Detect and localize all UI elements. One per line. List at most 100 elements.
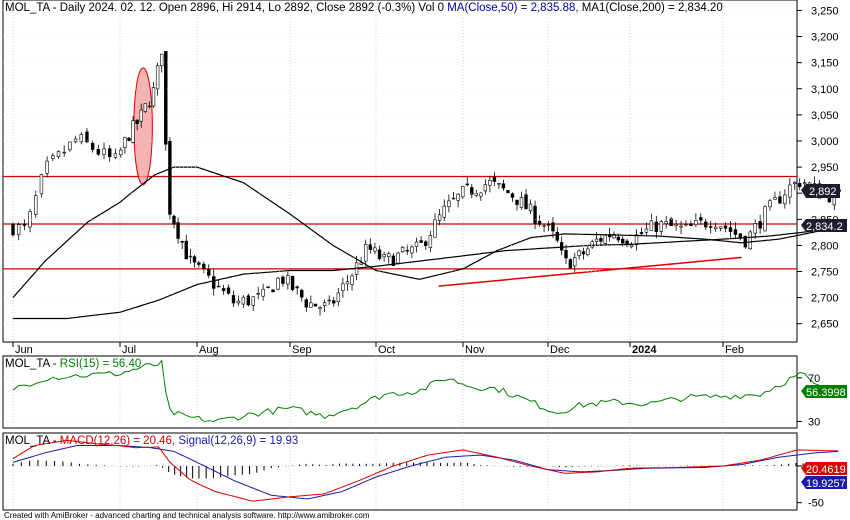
- candle: [22, 224, 27, 226]
- footer-credit: Created with AmiBroker - advanced charti…: [4, 511, 370, 520]
- candle: [123, 137, 127, 148]
- candle: [492, 177, 497, 182]
- candle: [207, 269, 211, 276]
- candle: [501, 183, 506, 189]
- month-label: Dec: [550, 344, 570, 356]
- macd-panel: [2, 432, 798, 511]
- candle: [113, 153, 118, 158]
- candle: [479, 192, 483, 197]
- candle: [164, 51, 168, 145]
- candle: [783, 194, 787, 205]
- candle: [644, 228, 649, 233]
- candle: [266, 286, 270, 288]
- price-tick-label: 2,750: [811, 267, 839, 279]
- candle: [39, 174, 44, 195]
- candle: [135, 119, 139, 124]
- candle: [286, 275, 290, 285]
- candle: [639, 232, 644, 235]
- candle: [699, 217, 703, 221]
- month-label: Aug: [199, 344, 219, 356]
- candle: [309, 302, 313, 308]
- candle: [612, 233, 616, 239]
- signal-text: Signal(12,26,9) = 19.93: [178, 435, 298, 447]
- candle: [345, 281, 350, 285]
- candle: [318, 307, 322, 310]
- month-label: Oct: [378, 344, 395, 356]
- candle: [382, 254, 386, 258]
- candle: [184, 240, 188, 260]
- candle: [332, 300, 336, 304]
- candle: [256, 292, 260, 295]
- candle: [231, 295, 236, 304]
- candle: [793, 182, 797, 184]
- candle: [510, 193, 515, 198]
- candle: [763, 206, 767, 232]
- ma200-text: MA1(Close,200) = 2,834.20: [579, 2, 723, 14]
- candle: [246, 295, 251, 306]
- candle: [620, 238, 625, 244]
- candle: [442, 205, 446, 218]
- candle: [456, 193, 460, 201]
- rsi-ticker: MOL_TA: [5, 358, 50, 370]
- candle: [581, 251, 586, 255]
- candle: [625, 240, 629, 246]
- candle: [396, 252, 400, 264]
- candle: [594, 238, 599, 242]
- ma200-line: [13, 227, 839, 320]
- candle: [564, 250, 568, 259]
- price-tick-label: 2,650: [811, 319, 839, 331]
- candle: [34, 195, 38, 215]
- candle: [470, 187, 474, 195]
- candle: [483, 184, 488, 192]
- candle: [537, 220, 542, 225]
- candle: [555, 232, 560, 241]
- rsi-header: MOL_TA - RSI(15) = 56.40: [5, 358, 141, 370]
- candle: [11, 224, 15, 236]
- candle: [419, 240, 423, 243]
- candle: [465, 183, 469, 186]
- candle: [172, 215, 176, 225]
- candle: [139, 109, 143, 122]
- candle: [197, 262, 201, 265]
- candle: [391, 255, 396, 266]
- candle: [359, 262, 363, 265]
- rsi-axis: 30 70: [3, 373, 820, 428]
- candle: [261, 288, 265, 297]
- price-header: MOL_TA - Daily 2024. 02. 12. Open 2896, …: [5, 2, 723, 14]
- candle: [768, 200, 772, 208]
- price-tick-label: 3,000: [811, 136, 839, 148]
- candle: [414, 241, 419, 247]
- candle: [694, 219, 698, 226]
- candle: [62, 151, 66, 154]
- candle: [119, 149, 123, 156]
- candle: [773, 197, 777, 200]
- candle: [528, 203, 533, 212]
- candle: [216, 285, 221, 288]
- candle: [533, 205, 537, 224]
- candle: [603, 234, 607, 244]
- trendline: [438, 256, 742, 287]
- candle: [577, 250, 581, 256]
- rsi-line: [12, 359, 840, 423]
- price-tick-label: 3,100: [811, 84, 839, 96]
- candle: [127, 137, 131, 141]
- candle: [368, 244, 373, 250]
- candle: [251, 296, 255, 306]
- candle: [723, 225, 728, 229]
- month-label: Jul: [122, 344, 136, 356]
- candle: [295, 286, 299, 289]
- month-label: 2024: [632, 344, 657, 356]
- candle: [733, 229, 738, 235]
- candle: [102, 148, 106, 155]
- candle: [68, 141, 72, 151]
- candle: [300, 289, 304, 298]
- price-axis: 2,6502,7002,7502,8002,8502,9002,9503,000…: [3, 5, 839, 331]
- last-close-label: 2,892: [801, 184, 840, 198]
- candle: [616, 236, 621, 241]
- rsi-value-text: 56.3998: [806, 387, 846, 399]
- candle: [679, 225, 683, 228]
- macd-value-text: 20.4619: [806, 464, 846, 476]
- month-label: Sep: [292, 344, 312, 356]
- candle: [573, 257, 577, 267]
- candle: [56, 151, 61, 158]
